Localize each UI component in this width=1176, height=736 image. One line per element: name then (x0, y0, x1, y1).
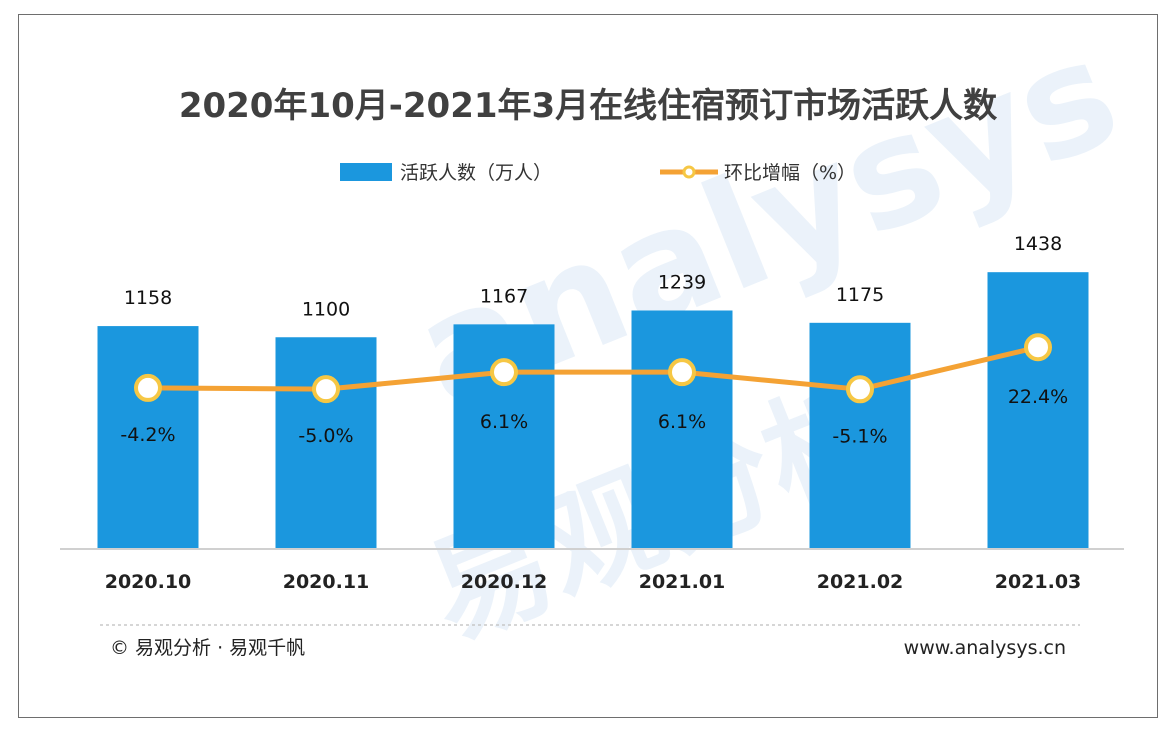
growth-marker (668, 358, 696, 387)
line-series (134, 333, 1052, 404)
category-label: 2020.12 (461, 571, 548, 593)
bar (97, 326, 199, 549)
bar-value-label: 1438 (1014, 233, 1062, 255)
bar-value-label: 1239 (658, 271, 706, 293)
footer-copyright: © 易观分析 · 易观千帆 (110, 637, 305, 659)
bar-value-label: 1100 (302, 298, 350, 320)
bar (809, 322, 911, 549)
growth-marker (846, 375, 874, 404)
bar-value-label: 1158 (124, 287, 172, 309)
growth-marker (312, 375, 340, 404)
growth-label: 6.1% (658, 411, 706, 433)
growth-marker (1024, 333, 1052, 362)
category-label: 2020.10 (105, 571, 192, 593)
bar (987, 272, 1089, 549)
bar-series (97, 272, 1089, 549)
category-label: 2021.01 (639, 571, 726, 593)
bar (453, 324, 555, 549)
growth-marker (490, 358, 518, 387)
legend-line-marker (682, 165, 696, 179)
bar (275, 337, 377, 549)
category-label: 2020.11 (283, 571, 370, 593)
category-label: 2021.02 (817, 571, 904, 593)
growth-label: -5.1% (832, 425, 887, 447)
growth-label: -5.0% (298, 425, 353, 447)
growth-line (147, 344, 1039, 392)
legend-bar-label: 活跃人数（万人） (400, 162, 552, 184)
legend-bar-swatch (340, 163, 392, 181)
legend: 活跃人数（万人） 环比增幅（%） (340, 162, 856, 184)
legend-line-label: 环比增幅（%） (724, 162, 856, 184)
bar-value-label: 1175 (836, 284, 884, 306)
growth-label: 6.1% (480, 411, 528, 433)
bar (631, 310, 733, 549)
chart-title: 2020年10月-2021年3月在线住宿预订市场活跃人数 (179, 86, 997, 126)
growth-marker (134, 373, 162, 402)
bar-value-label: 1167 (480, 285, 528, 307)
category-label: 2021.03 (995, 571, 1082, 593)
growth-label: 22.4% (1008, 386, 1068, 408)
growth-label: -4.2% (120, 424, 175, 446)
footer-website: www.analysys.cn (904, 637, 1066, 659)
data-labels: 1158 1100 1167 1239 1175 1438 -4.2% -5.0% 6.1% 6.… (120, 233, 1068, 447)
category-labels: 2020.10 2020.11 2020.12 2021.01 2021.02 2021.… (105, 571, 1082, 593)
